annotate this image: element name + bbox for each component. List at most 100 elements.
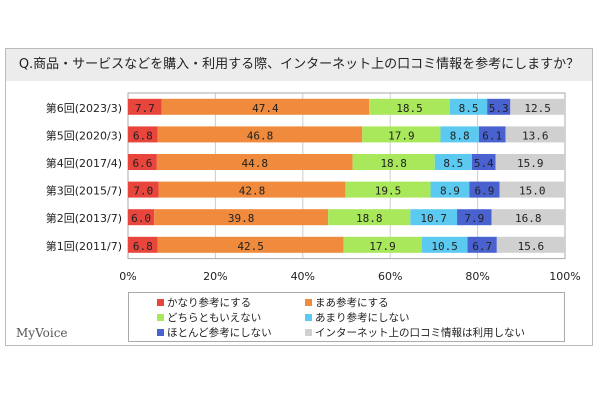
data-label: 15.0	[519, 185, 546, 198]
bar-segment	[328, 209, 411, 226]
bar-segment	[478, 126, 506, 143]
data-label: 17.9	[369, 240, 396, 253]
data-label: 10.5	[431, 240, 458, 253]
data-label: 12.5	[524, 102, 551, 115]
x-tick-label: 80%	[465, 270, 489, 283]
data-label: 8.8	[450, 129, 470, 142]
category-label: 第4回(2017/4)	[46, 156, 122, 170]
legend-swatch	[305, 314, 312, 321]
bar-segment	[154, 209, 329, 226]
data-label: 46.8	[247, 129, 274, 142]
legend-swatch	[157, 329, 164, 336]
bar-segment	[449, 98, 488, 115]
chart-frame	[5, 48, 593, 346]
data-label: 6.0	[131, 212, 151, 225]
legend-label: かなり参考にする	[167, 297, 252, 309]
legend-item: かなり参考にする	[157, 295, 251, 310]
legend-item: インターネット上の口コミ情報は利用しない	[305, 325, 525, 340]
data-label: 8.5	[459, 102, 479, 115]
data-label: 5.4	[474, 157, 494, 170]
bar-segment	[362, 126, 441, 143]
x-tick-label: 40%	[291, 270, 315, 283]
data-label: 6.9	[475, 185, 495, 198]
legend-item: どちらともいえない	[157, 310, 261, 325]
bar-segment	[510, 98, 565, 115]
bar-segment	[434, 154, 472, 170]
data-label: 16.8	[515, 212, 542, 225]
category-label: 第3回(2015/7)	[46, 184, 122, 198]
bar-segment	[161, 98, 370, 115]
category-label: 第5回(2020/3)	[46, 128, 122, 142]
legend-item: ほとんど参考にしない	[157, 325, 272, 340]
bar-segment	[128, 154, 157, 170]
legend-label: どちらともいえない	[167, 312, 262, 324]
data-label: 5.3	[489, 102, 509, 115]
data-label: 7.9	[464, 212, 484, 225]
data-label: 6.8	[133, 129, 153, 142]
data-label: 18.8	[380, 157, 407, 170]
bar-segment	[440, 126, 479, 143]
data-label: 6.1	[482, 129, 502, 142]
data-label: 44.8	[241, 157, 268, 170]
bar-segment	[128, 98, 162, 115]
data-label: 18.8	[356, 212, 383, 225]
bar-segment	[495, 154, 565, 170]
data-label: 6.6	[132, 157, 152, 170]
bar-segment	[421, 236, 468, 253]
bar-segment	[467, 236, 497, 253]
legend: かなり参考にする まあ参考にするどちらともいえない あまり参考にしないほとんど参考に…	[128, 292, 565, 342]
data-label: 15.9	[517, 157, 544, 170]
bar-segment	[157, 236, 344, 253]
legend-item: まあ参考にする	[305, 295, 389, 310]
legend-swatch	[157, 314, 164, 321]
bar-segment	[128, 181, 159, 198]
data-label: 42.8	[239, 185, 266, 198]
data-label: 13.6	[522, 129, 549, 142]
data-label: 10.7	[420, 212, 447, 225]
x-tick-label: 0%	[119, 270, 136, 283]
legend-item: あまり参考にしない	[305, 310, 410, 325]
bar-segment	[410, 209, 458, 226]
category-label: 第2回(2013/7)	[46, 211, 122, 225]
bar-segment	[491, 209, 565, 226]
data-label: 6.7	[472, 240, 492, 253]
data-label: 8.9	[440, 185, 460, 198]
data-label: 7.7	[135, 102, 155, 115]
bar-segment	[128, 209, 155, 226]
legend-label: あまり参考にしない	[315, 312, 410, 324]
data-label: 47.4	[252, 102, 279, 115]
legend-label: まあ参考にする	[315, 297, 389, 309]
legend-swatch	[305, 329, 312, 336]
data-label: 8.5	[443, 157, 463, 170]
data-label: 15.6	[518, 240, 545, 253]
data-label: 39.8	[228, 212, 255, 225]
data-label: 17.9	[388, 129, 415, 142]
data-label: 42.5	[237, 240, 264, 253]
bar-segment	[505, 126, 565, 143]
bar-segment	[345, 181, 431, 198]
legend-label: インターネット上の口コミ情報は利用しない	[315, 327, 525, 339]
x-tick-label: 20%	[203, 270, 227, 283]
bar-segment	[343, 236, 422, 253]
bar-segment	[369, 98, 450, 115]
data-label: 18.5	[396, 102, 423, 115]
bar-segment	[352, 154, 435, 170]
x-tick-label: 60%	[378, 270, 402, 283]
category-label: 第1回(2011/7)	[46, 239, 122, 253]
category-label: 第6回(2023/3)	[46, 101, 122, 115]
bar-segment	[157, 126, 363, 143]
legend-swatch	[305, 299, 312, 306]
bar-segment	[158, 181, 346, 198]
bar-segment	[457, 209, 492, 226]
bar-segment	[496, 236, 565, 253]
x-tick-label: 100%	[549, 270, 580, 283]
bar-segment	[471, 154, 496, 170]
chart-title: Q.商品・サービスなどを購入・利用する際、インターネット上の口コミ情報を参考にし…	[6, 49, 592, 81]
data-label: 7.0	[133, 185, 153, 198]
legend-swatch	[157, 299, 164, 306]
bar-segment	[128, 236, 158, 253]
bar-segment	[499, 181, 565, 198]
data-label: 19.5	[375, 185, 402, 198]
data-label: 6.8	[133, 240, 153, 253]
